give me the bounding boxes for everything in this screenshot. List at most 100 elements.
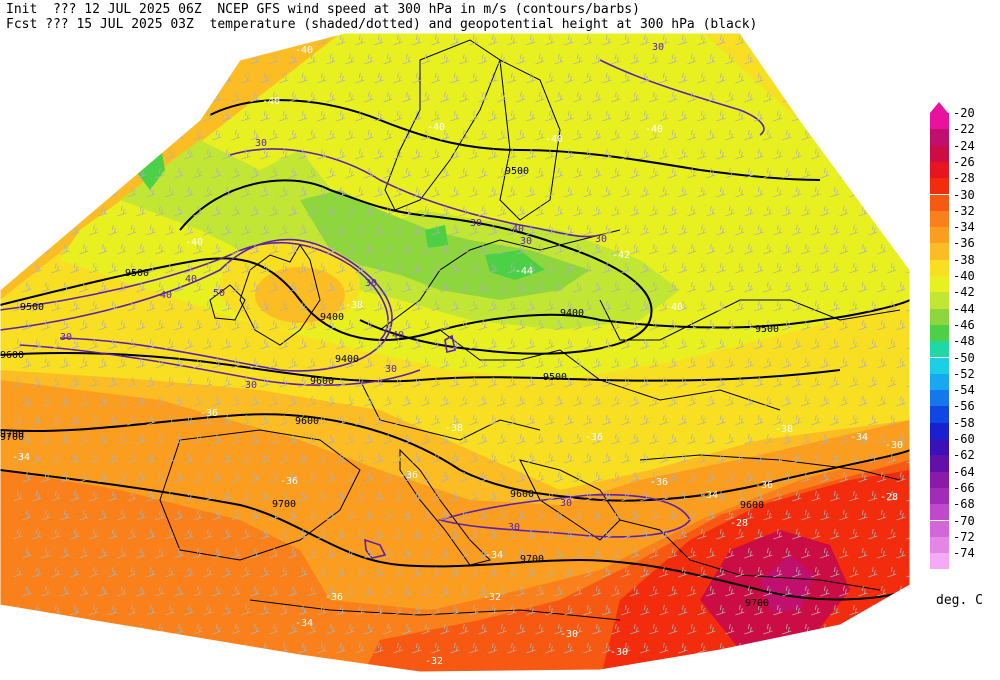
wind-barb	[516, 547, 526, 559]
wind-barb	[839, 129, 849, 141]
wind-barb	[260, 148, 270, 160]
wind-barb	[706, 471, 716, 483]
legend-label: -64	[953, 464, 975, 479]
wind-barb	[887, 528, 897, 540]
wind-barb	[326, 319, 336, 331]
wind-barb	[830, 110, 840, 122]
wind-barb	[13, 376, 23, 388]
wind-barb	[364, 281, 374, 293]
wind-barb	[497, 91, 507, 103]
wind-barb	[22, 395, 32, 407]
wind-barb	[345, 91, 355, 103]
wind-barb	[621, 186, 631, 198]
wind-barb	[763, 281, 773, 293]
wind-barb	[440, 471, 450, 483]
wind-barb	[697, 262, 707, 274]
wind-barb	[402, 433, 412, 445]
wind-barb	[269, 129, 279, 141]
wind-barb	[497, 167, 507, 179]
wind-barb	[98, 357, 108, 369]
wind-barb	[355, 642, 365, 654]
wind-barb	[820, 509, 830, 521]
wind-barb	[735, 414, 745, 426]
height-labels: 9500 9500 9500 9400 9400 9400 9500 9500 …	[0, 166, 779, 609]
legend-swatch	[930, 520, 949, 537]
wind-barb	[117, 547, 127, 559]
wind-barb	[697, 452, 707, 464]
wind-barb	[146, 528, 156, 540]
wind-barb	[754, 148, 764, 160]
wind-barb	[89, 490, 99, 502]
wind-barb	[469, 34, 479, 46]
wind-barb	[279, 300, 289, 312]
wind-barb	[412, 528, 422, 540]
wind-barb	[402, 471, 412, 483]
wind-barb	[716, 110, 726, 122]
wind-barb	[763, 91, 773, 103]
legend-swatch	[930, 308, 949, 325]
wind-barb	[659, 642, 669, 654]
wind-barb	[602, 642, 612, 654]
wind-barb	[478, 243, 488, 255]
legend-swatch	[930, 178, 949, 195]
wind-barb	[526, 110, 536, 122]
wind-barb	[165, 566, 175, 578]
wind-barb	[70, 186, 80, 198]
wind-barb	[754, 186, 764, 198]
wind-barb	[174, 585, 184, 597]
wind-barb	[98, 243, 108, 255]
wind-barb	[60, 623, 70, 635]
wind-barb	[431, 490, 441, 502]
temperature-label: -34	[850, 432, 868, 443]
wind-barb	[421, 53, 431, 65]
wind-barb	[792, 300, 802, 312]
wind-barb	[668, 623, 678, 635]
wind-barb	[108, 414, 118, 426]
wind-barb	[98, 319, 108, 331]
wind-barb	[279, 148, 289, 160]
wind-barb	[478, 53, 488, 65]
wind-barb	[554, 395, 564, 407]
wind-barb	[364, 547, 374, 559]
wind-barb	[136, 547, 146, 559]
wind-barb	[507, 566, 517, 578]
wind-barb	[32, 72, 42, 84]
temperature-label: -30	[885, 440, 903, 451]
wind-barb	[412, 490, 422, 502]
wind-barb	[849, 642, 859, 654]
wind-barb	[488, 528, 498, 540]
wind-barb	[535, 395, 545, 407]
wind-barb	[412, 300, 422, 312]
wind-barb	[374, 376, 384, 388]
wind-barb	[136, 585, 146, 597]
wind-barb	[782, 471, 792, 483]
wind-barb	[345, 53, 355, 65]
legend-label: -52	[953, 366, 975, 381]
wind-barb	[915, 244, 924, 254]
wind-barb	[488, 262, 498, 274]
wind-barb	[298, 490, 308, 502]
wind-barb	[754, 34, 764, 46]
wind-barb	[51, 110, 61, 122]
wind-barb	[611, 167, 621, 179]
wind-label: 40	[160, 290, 172, 301]
wind-barb	[716, 300, 726, 312]
wind-barb	[678, 34, 688, 46]
temperature-label: -40	[295, 45, 313, 56]
wind-barb	[830, 490, 840, 502]
wind-barb	[763, 357, 773, 369]
wind-barb	[649, 91, 659, 103]
wind-barb	[355, 300, 365, 312]
wind-barb	[687, 167, 697, 179]
wind-barb	[174, 623, 184, 635]
wind-barb	[887, 224, 897, 236]
wind-barb	[22, 547, 32, 559]
wind-barb	[117, 243, 127, 255]
wind-barb	[279, 262, 289, 274]
wind-barb	[782, 623, 792, 635]
wind-barb	[697, 376, 707, 388]
wind-barb	[811, 224, 821, 236]
wind-barb	[754, 338, 764, 350]
wind-barb	[298, 376, 308, 388]
wind-barb	[298, 110, 308, 122]
